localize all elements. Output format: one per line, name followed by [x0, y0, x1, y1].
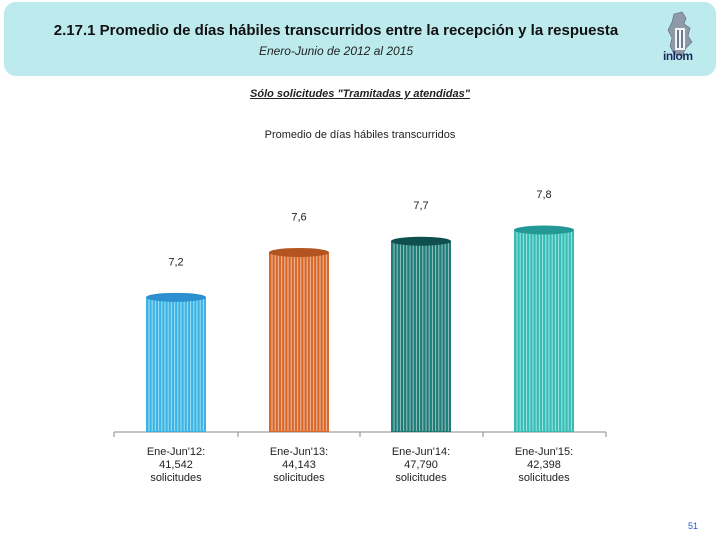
bar	[269, 252, 329, 432]
x-tick-label: Ene-Jun'15:	[515, 446, 573, 458]
page-number: 51	[688, 521, 699, 531]
bar-cap	[146, 292, 206, 302]
institution-logo-icon	[667, 11, 693, 57]
bar	[391, 241, 451, 432]
page-subtitle: Enero-Junio de 2012 al 2015	[258, 44, 414, 58]
x-tick-label: solicitudes	[518, 472, 570, 484]
page-title: 2.17.1 Promedio de días hábiles transcur…	[53, 22, 619, 39]
bar-value-label: 7,2	[168, 256, 183, 268]
filter-note: Sólo solicitudes "Tramitadas y atendidas…	[250, 88, 470, 100]
bar-cap	[514, 225, 574, 235]
x-tick-label: 47,790	[404, 459, 438, 471]
x-tick-label: Ene-Jun'14:	[392, 446, 450, 458]
bar-value-label: 7,7	[413, 200, 428, 212]
x-tick-label: 42,398	[527, 459, 561, 471]
bar	[514, 230, 574, 432]
x-tick-label: 41,542	[159, 459, 193, 471]
header-banner	[4, 2, 716, 76]
x-tick-label: solicitudes	[273, 472, 325, 484]
x-tick-label: Ene-Jun'13:	[270, 446, 328, 458]
x-tick-label: 44,143	[282, 459, 316, 471]
bar	[146, 297, 206, 432]
bar-cap	[269, 247, 329, 257]
bar-value-label: 7,6	[291, 211, 306, 223]
bar-cap	[391, 236, 451, 246]
bar-value-label: 7,8	[536, 189, 551, 201]
x-tick-label: solicitudes	[150, 472, 202, 484]
logo-text: inlom	[663, 49, 693, 63]
chart-title: Promedio de días hábiles transcurridos	[264, 129, 456, 141]
x-tick-label: Ene-Jun'12:	[147, 446, 205, 458]
x-tick-label: solicitudes	[395, 472, 447, 484]
